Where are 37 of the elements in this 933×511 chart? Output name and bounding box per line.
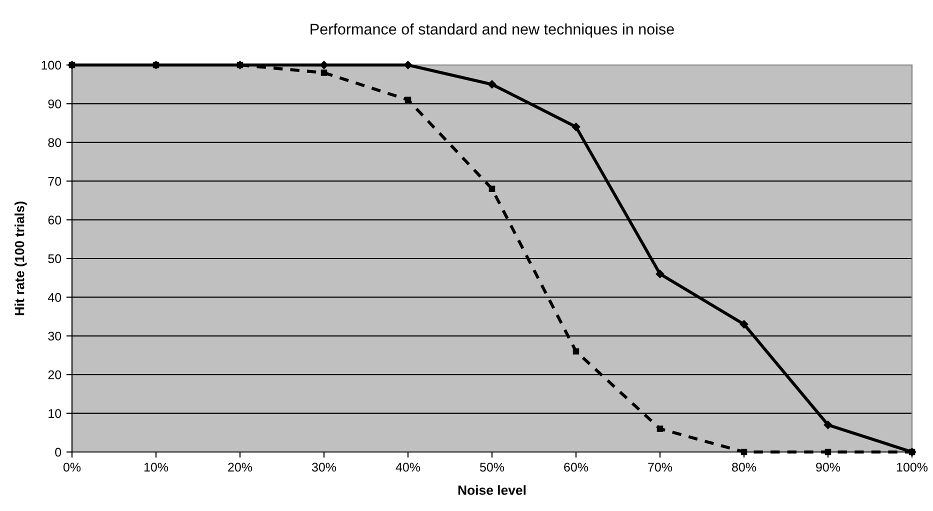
- x-tick-label: 50%: [480, 462, 504, 472]
- x-tick-label: 60%: [564, 462, 588, 472]
- x-tick-label: 80%: [732, 462, 756, 472]
- point: [488, 80, 496, 88]
- x-tick-label: 10%: [144, 462, 168, 472]
- y-tick-label: 70: [48, 176, 62, 186]
- point: [740, 320, 748, 328]
- point: [320, 70, 328, 76]
- x-axis-title: Noise level: [458, 485, 526, 495]
- point: [572, 122, 580, 132]
- x-tick-label: 20%: [228, 462, 252, 472]
- y-tick-label: 0: [55, 448, 62, 457]
- point: [656, 270, 664, 278]
- y-tick-label: 90: [48, 100, 62, 108]
- point: [404, 96, 412, 103]
- y-tick-label: 100: [42, 60, 62, 70]
- x-tick-label: 70%: [648, 462, 672, 472]
- y-axis-title: Hit rate (100 trials): [14, 202, 27, 316]
- y-tick-label: 20: [48, 370, 62, 380]
- point: [572, 348, 580, 355]
- x-tick-label: 100%: [896, 462, 928, 472]
- x-tick-label: 90%: [816, 462, 840, 472]
- x-tick-label: 0%: [63, 462, 81, 472]
- point: [656, 426, 664, 432]
- chart-title: Performance of standard and new techniques in noise: [310, 23, 674, 38]
- y-tick-label: 80: [48, 138, 62, 148]
- point: [740, 448, 748, 456]
- x-tick-label: 30%: [312, 462, 336, 472]
- y-tick-label: 10: [48, 409, 62, 418]
- y-tick-label: 60: [48, 216, 62, 224]
- y-tick-label: 30: [48, 332, 62, 341]
- y-tick-label: 40: [48, 293, 62, 302]
- y-tick-label: 50: [48, 254, 62, 264]
- x-tick-label: 40%: [396, 462, 420, 472]
- point: [824, 420, 832, 430]
- point: [824, 448, 832, 456]
- point: [488, 186, 496, 192]
